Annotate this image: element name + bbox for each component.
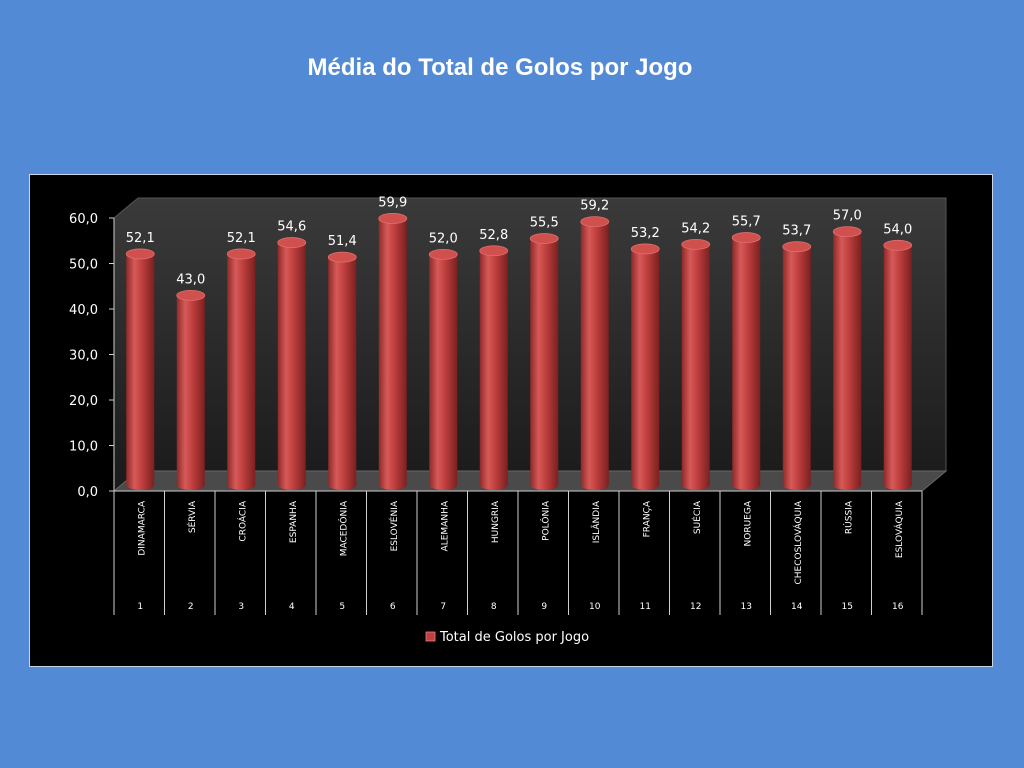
data-label: 59,9: [378, 195, 407, 210]
bar-top: [630, 243, 660, 255]
bar: [833, 231, 862, 490]
data-label: 52,8: [479, 228, 508, 243]
data-label: 54,6: [277, 220, 306, 235]
bar: [378, 218, 407, 490]
category-number: 3: [238, 602, 244, 612]
bar-top: [327, 251, 357, 263]
y-tick-label: 50,0: [69, 258, 98, 273]
bar-top: [580, 216, 610, 228]
category-label: ESLOVÉNIA: [388, 500, 400, 551]
data-label: 53,2: [631, 226, 660, 241]
category-number: 1: [137, 602, 143, 612]
y-tick-label: 20,0: [69, 394, 98, 409]
slide-title: Média do Total de Golos por Jogo: [307, 54, 693, 81]
data-label: 53,7: [782, 224, 811, 239]
bar: [479, 250, 508, 490]
data-label: 55,7: [732, 215, 761, 230]
category-number: 16: [892, 602, 904, 612]
category-number: 10: [589, 602, 601, 612]
bar: [580, 221, 609, 490]
data-label: 51,4: [328, 234, 357, 249]
category-number: 2: [188, 602, 194, 612]
category-label: ESPANHA: [289, 500, 299, 543]
category-label: RÚSSIA: [842, 500, 854, 534]
bar-top: [731, 232, 761, 243]
category-label: SÉRVIA: [186, 500, 198, 533]
bar: [782, 246, 811, 490]
y-tick-label: 0,0: [77, 485, 98, 500]
bar: [530, 238, 559, 490]
category-label: DINAMARCA: [137, 500, 147, 555]
category-number: 4: [289, 602, 295, 612]
category-number: 13: [741, 602, 752, 612]
data-label: 52,1: [126, 231, 155, 246]
bar-top: [176, 289, 206, 301]
data-label: 54,2: [681, 221, 710, 236]
category-label: ESLOVÁQUIA: [893, 500, 905, 558]
data-label: 54,0: [883, 222, 912, 237]
category-label: FRANÇA: [642, 500, 652, 537]
category-label: CHECOSLOVÁQUIA: [792, 500, 804, 584]
bar: [176, 295, 205, 490]
category-number: 9: [541, 602, 547, 612]
bar: [631, 248, 660, 490]
category-number: 14: [791, 602, 803, 612]
category-number: 12: [690, 602, 701, 612]
y-tick-label: 60,0: [69, 212, 98, 227]
category-number: 11: [640, 602, 651, 612]
bar-top: [226, 248, 256, 260]
bar-chart: 0,0 10,0 20,0 30,0 40,0 50,0 60,0 52,1 DINAMARCA…: [69, 195, 948, 645]
chart-frame: 0,0 10,0 20,0 30,0 40,0 50,0 60,0 52,1 DINAMARCA…: [29, 174, 993, 667]
category-number: 6: [390, 602, 396, 612]
bar: [681, 244, 710, 490]
bar-top: [125, 248, 155, 260]
bar: [429, 254, 458, 490]
category-label: ISLÂNDIA: [590, 500, 602, 543]
category-label: NORUEGA: [743, 500, 753, 546]
bar-top: [832, 226, 862, 238]
data-label: 57,0: [833, 209, 862, 224]
category-label: SUÉCIA: [691, 500, 703, 534]
category-label: MACEDÓNIA: [337, 500, 349, 556]
category-number: 5: [339, 602, 345, 612]
category-label: POLÓNIA: [539, 500, 551, 541]
bar: [126, 253, 155, 490]
data-label: 55,5: [530, 215, 559, 230]
data-label: 43,0: [176, 272, 205, 287]
bar: [328, 257, 357, 490]
bar-top: [428, 249, 458, 260]
data-label: 52,1: [227, 231, 256, 246]
bar-top: [378, 213, 408, 224]
category-number: 7: [440, 602, 446, 612]
legend-swatch: [425, 631, 436, 642]
y-tick-label: 10,0: [69, 440, 98, 455]
data-label: 52,0: [429, 231, 458, 246]
bar-top: [681, 238, 711, 250]
bar: [277, 242, 306, 490]
bar: [732, 237, 761, 490]
bar-top: [277, 237, 307, 248]
bar: [227, 253, 256, 490]
bar-top: [479, 245, 509, 257]
category-number: 8: [491, 602, 497, 612]
category-label: CROÁCIA: [236, 500, 248, 541]
data-label: 59,2: [580, 199, 609, 214]
y-tick-label: 40,0: [69, 303, 98, 318]
bar: [883, 245, 912, 490]
category-label: ALEMANHA: [440, 500, 450, 551]
bar-top: [782, 241, 812, 253]
category-number: 15: [842, 602, 853, 612]
bar-top: [883, 239, 913, 251]
legend-label: Total de Golos por Jogo: [439, 630, 589, 645]
category-label: HUNGRIA: [491, 500, 501, 543]
bar-top: [529, 233, 559, 244]
y-tick-label: 30,0: [69, 349, 98, 364]
